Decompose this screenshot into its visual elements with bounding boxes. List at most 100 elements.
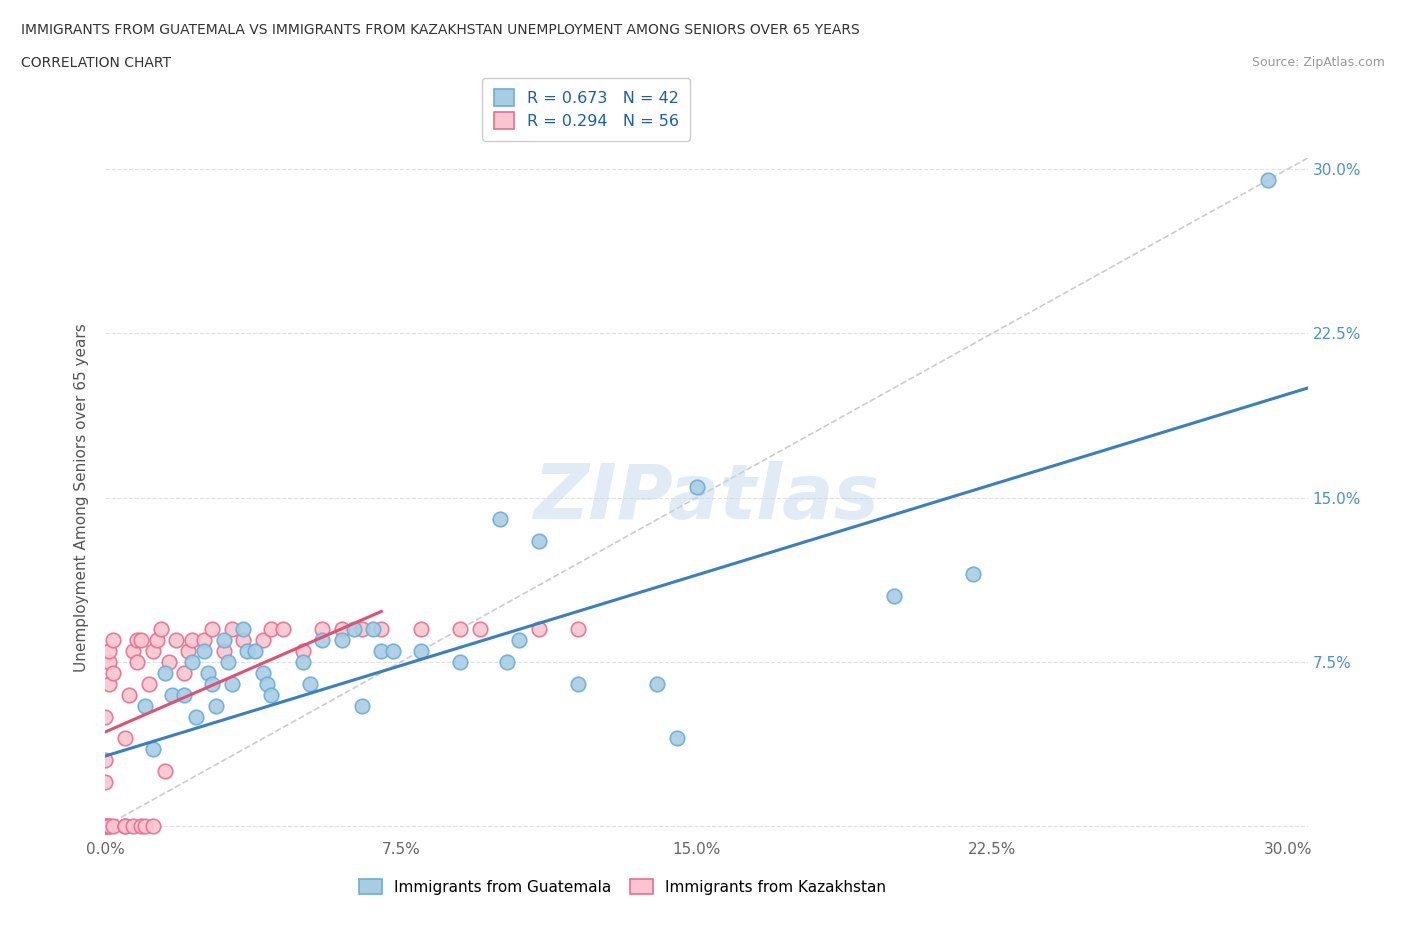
Point [221, 676, 243, 691]
Point [217, 655, 239, 670]
Point [98, 644, 121, 658]
Point [291, 644, 314, 658]
Point [260, 621, 283, 636]
Point [94, 709, 117, 724]
Point [153, 764, 176, 778]
Point [98, 818, 121, 833]
Point [94, 775, 117, 790]
Point [129, 632, 152, 647]
Y-axis label: Unemployment Among Seniors over 65 years: Unemployment Among Seniors over 65 years [75, 324, 90, 671]
Point [567, 621, 589, 636]
Point [94, 818, 117, 833]
Point [962, 566, 984, 581]
Point [883, 589, 905, 604]
Point [256, 676, 278, 691]
Point [363, 621, 385, 636]
Point [165, 632, 187, 647]
Text: CORRELATION CHART: CORRELATION CHART [21, 56, 172, 70]
Point [236, 644, 259, 658]
Point [271, 621, 294, 636]
Point [382, 644, 405, 658]
Point [125, 655, 148, 670]
Point [197, 665, 219, 680]
Point [177, 644, 200, 658]
Point [98, 655, 121, 670]
Point [449, 655, 471, 670]
Point [153, 665, 176, 680]
Point [527, 534, 550, 549]
Point [125, 632, 148, 647]
Point [252, 665, 274, 680]
Point [370, 644, 392, 658]
Point [114, 818, 136, 833]
Point [330, 621, 353, 636]
Point [193, 632, 215, 647]
Legend: Immigrants from Guatemala, Immigrants from Kazakhstan: Immigrants from Guatemala, Immigrants fr… [353, 872, 891, 900]
Point [118, 687, 141, 702]
Point [98, 818, 121, 833]
Point [508, 632, 530, 647]
Point [94, 818, 117, 833]
Point [98, 676, 121, 691]
Point [184, 709, 207, 724]
Point [527, 621, 550, 636]
Text: Source: ZipAtlas.com: Source: ZipAtlas.com [1251, 56, 1385, 69]
Point [311, 621, 333, 636]
Point [1257, 173, 1279, 188]
Point [204, 698, 226, 713]
Point [122, 818, 145, 833]
Point [134, 698, 156, 713]
Point [181, 632, 204, 647]
Point [162, 687, 184, 702]
Point [134, 818, 156, 833]
Point [665, 731, 688, 746]
Point [468, 621, 491, 636]
Point [142, 644, 165, 658]
Point [103, 632, 125, 647]
Text: IMMIGRANTS FROM GUATEMALA VS IMMIGRANTS FROM KAZAKHSTAN UNEMPLOYMENT AMONG SENIO: IMMIGRANTS FROM GUATEMALA VS IMMIGRANTS … [21, 23, 860, 37]
Point [212, 632, 235, 647]
Point [114, 731, 136, 746]
Point [343, 621, 366, 636]
Point [173, 687, 195, 702]
Point [350, 698, 373, 713]
Point [181, 655, 204, 670]
Point [103, 665, 125, 680]
Point [221, 621, 243, 636]
Point [260, 687, 283, 702]
Text: ZIPatlas: ZIPatlas [533, 460, 880, 535]
Point [567, 676, 589, 691]
Point [129, 818, 152, 833]
Point [488, 512, 510, 527]
Point [212, 644, 235, 658]
Point [94, 818, 117, 833]
Point [409, 644, 432, 658]
Point [94, 818, 117, 833]
Point [299, 676, 322, 691]
Point [496, 655, 519, 670]
Point [142, 818, 165, 833]
Point [201, 676, 224, 691]
Point [449, 621, 471, 636]
Point [232, 632, 254, 647]
Point [291, 655, 314, 670]
Point [232, 621, 254, 636]
Point [173, 665, 195, 680]
Point [145, 632, 167, 647]
Point [142, 742, 165, 757]
Point [122, 644, 145, 658]
Point [311, 632, 333, 647]
Point [138, 676, 160, 691]
Point [193, 644, 215, 658]
Point [149, 621, 172, 636]
Point [201, 621, 224, 636]
Point [330, 632, 353, 647]
Point [350, 621, 373, 636]
Point [114, 818, 136, 833]
Point [157, 655, 180, 670]
Point [685, 479, 707, 494]
Point [409, 621, 432, 636]
Point [245, 644, 267, 658]
Point [370, 621, 392, 636]
Point [94, 818, 117, 833]
